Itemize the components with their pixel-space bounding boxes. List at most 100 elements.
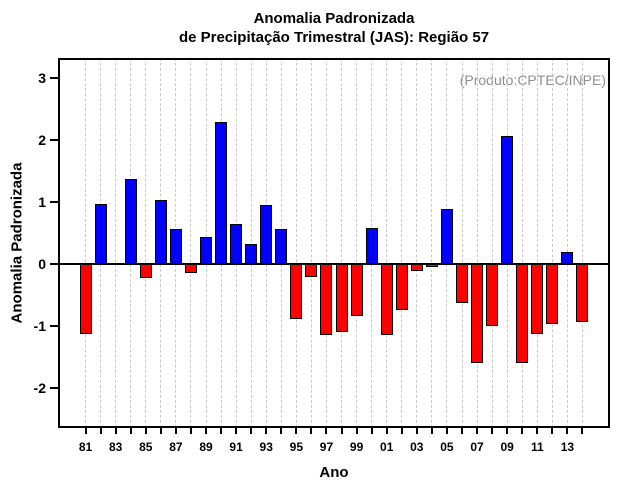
y-tick-mark	[50, 386, 58, 389]
x-tick-mark	[536, 428, 539, 434]
y-tick-label: -1	[33, 317, 46, 334]
gridline	[386, 58, 388, 428]
bar-11	[531, 264, 544, 334]
x-tick-label: 13	[560, 440, 575, 454]
gridline	[341, 58, 343, 428]
x-tick-mark	[506, 428, 509, 434]
bar-02	[395, 264, 408, 311]
y-tick-mark	[50, 324, 58, 327]
x-tick-label: 89	[199, 440, 213, 454]
bar-96	[305, 264, 318, 277]
producer-annotation: (Produto:CPTEC/INPE)	[459, 72, 606, 88]
bar-94	[275, 228, 288, 264]
x-tick-mark	[491, 428, 494, 434]
x-tick-mark	[430, 428, 433, 434]
gridline	[416, 58, 418, 428]
x-tick-mark	[566, 428, 569, 434]
x-tick-label: 01	[380, 440, 394, 454]
bar-03	[410, 264, 423, 272]
x-tick-mark	[129, 428, 132, 434]
gridline	[115, 58, 117, 428]
gridline	[476, 58, 478, 428]
gridline	[356, 58, 358, 428]
bar-05	[440, 208, 453, 264]
bar-89	[200, 236, 212, 264]
bar-86	[154, 199, 167, 264]
x-tick-label: 91	[229, 440, 243, 454]
gridline	[566, 58, 568, 428]
bar-93	[260, 205, 273, 264]
x-tick-label: 07	[470, 440, 484, 454]
bar-06	[456, 264, 468, 303]
bar-84	[124, 178, 137, 264]
bar-91	[230, 223, 243, 264]
x-tick-mark	[295, 428, 298, 434]
gridline	[190, 58, 192, 428]
bar-87	[169, 229, 182, 264]
x-tick-mark	[310, 428, 313, 434]
x-tick-mark	[280, 428, 283, 434]
x-tick-label: 03	[410, 440, 424, 454]
gridline	[491, 58, 493, 428]
bar-81	[79, 264, 92, 334]
bar-85	[139, 264, 152, 278]
zero-line	[58, 263, 610, 265]
x-tick-mark	[174, 428, 177, 434]
x-tick-mark	[551, 428, 554, 434]
x-tick-label: 99	[349, 440, 364, 454]
chart-title: Anomalia Padronizada de Precipitação Tri…	[58, 9, 610, 47]
bar-14	[576, 264, 589, 323]
x-tick-mark	[159, 428, 162, 434]
x-tick-mark	[189, 428, 192, 434]
bar-12	[546, 264, 559, 325]
bar-82	[94, 203, 107, 264]
x-tick-mark	[250, 428, 253, 434]
bar-10	[516, 264, 529, 364]
y-tick-label: -2	[33, 379, 46, 396]
bar-98	[335, 264, 348, 333]
y-tick-label: 3	[38, 70, 46, 87]
gridline	[85, 58, 87, 428]
bar-00	[365, 228, 378, 264]
x-tick-mark	[144, 428, 147, 434]
gridline	[551, 58, 553, 428]
gridline	[401, 58, 403, 428]
y-tick-label: 2	[38, 132, 46, 149]
bar-01	[380, 264, 393, 335]
y-tick-mark	[50, 139, 58, 142]
bar-92	[245, 244, 258, 264]
x-tick-label: 05	[440, 440, 454, 454]
x-tick-mark	[521, 428, 524, 434]
y-axis-label: Anomalia Padronizada	[8, 162, 26, 324]
bar-13	[561, 252, 574, 264]
x-tick-mark	[385, 428, 388, 434]
gridline	[295, 58, 297, 428]
bar-04	[425, 264, 438, 268]
x-tick-label: 83	[108, 440, 123, 454]
gridline	[325, 58, 327, 428]
bar-95	[290, 264, 303, 320]
bar-99	[350, 264, 363, 316]
x-tick-mark	[265, 428, 268, 434]
x-tick-label: 95	[289, 440, 304, 454]
y-tick-mark	[50, 201, 58, 204]
x-tick-mark	[355, 428, 358, 434]
x-tick-label: 11	[530, 440, 544, 454]
x-tick-mark	[581, 428, 584, 434]
bar-07	[471, 264, 484, 364]
x-tick-mark	[415, 428, 418, 434]
x-tick-mark	[114, 428, 117, 434]
x-tick-mark	[370, 428, 373, 434]
x-tick-label: 97	[319, 440, 334, 454]
x-tick-label: 81	[78, 440, 93, 454]
chart-title-line1: Anomalia Padronizada	[253, 10, 415, 27]
x-tick-mark	[205, 428, 207, 434]
bar-83	[109, 262, 122, 265]
x-tick-mark	[325, 428, 328, 434]
bar-88	[184, 264, 197, 273]
gridline	[310, 58, 312, 428]
x-tick-label: 93	[259, 440, 273, 454]
y-tick-label: 0	[38, 256, 46, 272]
gridline	[536, 58, 538, 428]
